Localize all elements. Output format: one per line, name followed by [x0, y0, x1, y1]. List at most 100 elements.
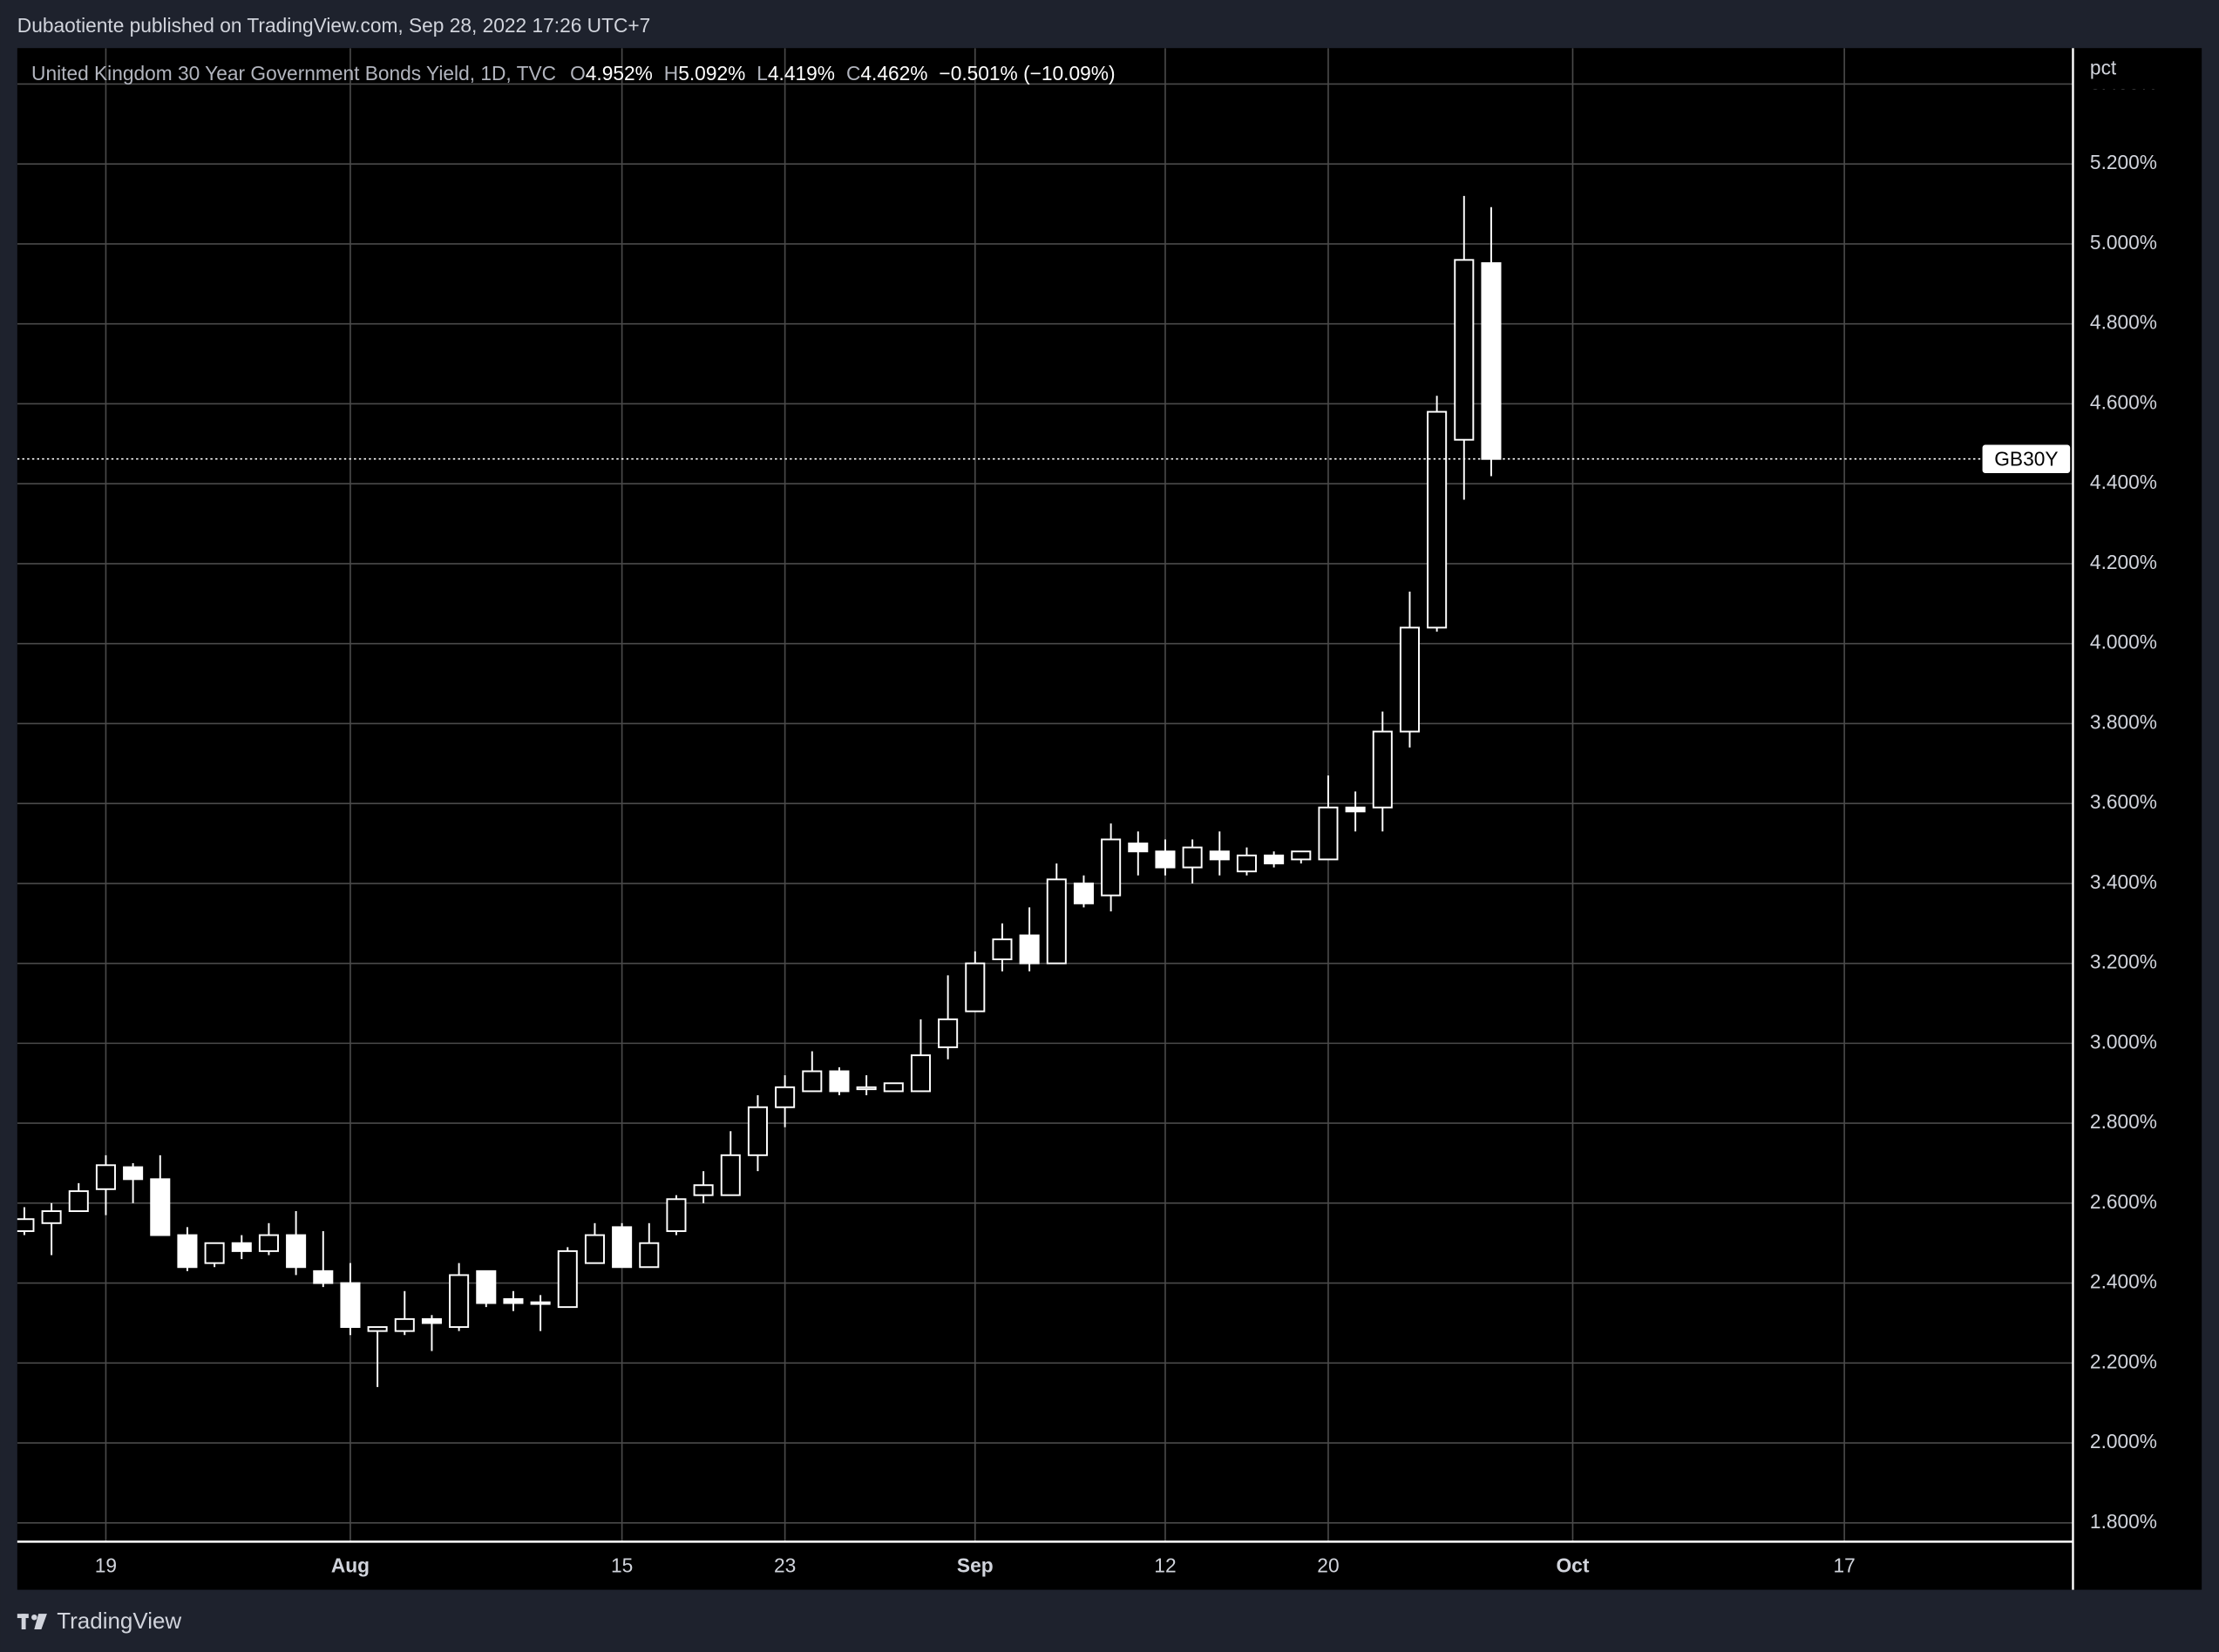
- legend-key: C: [846, 62, 860, 85]
- candle-body: [1073, 882, 1094, 904]
- candle-body: [1182, 846, 1203, 869]
- legend-value: 4.462%: [860, 62, 927, 85]
- legend-title: United Kingdom 30 Year Government Bonds …: [31, 62, 556, 85]
- legend-value: 4.952%: [586, 62, 653, 85]
- candle-body: [1345, 806, 1366, 813]
- y-tick-label: 2.600%: [2090, 1190, 2157, 1213]
- candle-body: [1155, 850, 1176, 869]
- candle-body: [204, 1242, 225, 1264]
- x-tick-label: Sep: [957, 1554, 994, 1577]
- candle-body: [231, 1242, 252, 1252]
- y-tick-label: 3.400%: [2090, 870, 2157, 893]
- candle-body: [1454, 259, 1475, 441]
- candle-body: [95, 1164, 116, 1190]
- candle-body: [286, 1234, 307, 1269]
- candle-body: [1372, 730, 1393, 809]
- candle-body: [992, 938, 1013, 961]
- candle-body: [1264, 854, 1285, 864]
- legend-value: 4.419%: [768, 62, 835, 85]
- y-tick-label: 4.000%: [2090, 631, 2157, 653]
- candle-body: [313, 1269, 334, 1284]
- y-tick-label: 2.000%: [2090, 1430, 2157, 1452]
- legend-key: L: [757, 62, 768, 85]
- candle-body: [17, 1218, 35, 1232]
- y-tick-label: 5.400%: [2090, 71, 2157, 93]
- candle-body: [693, 1184, 714, 1196]
- y-tick-label: 4.600%: [2090, 390, 2157, 413]
- candle-body: [367, 1326, 388, 1332]
- x-tick-label: 12: [1154, 1554, 1176, 1577]
- legend-key: O: [570, 62, 586, 85]
- candle-body: [41, 1210, 62, 1224]
- candle-body: [1318, 806, 1339, 861]
- candle-body: [1427, 410, 1448, 629]
- y-tick-label: 4.200%: [2090, 551, 2157, 573]
- y-tick-label: 3.200%: [2090, 951, 2157, 973]
- candle-body: [68, 1190, 89, 1213]
- candle-body: [639, 1242, 660, 1269]
- candle-body: [1236, 854, 1257, 873]
- candle-body: [1209, 850, 1230, 861]
- x-tick-label: 20: [1317, 1554, 1339, 1577]
- x-tick-label: 19: [95, 1554, 117, 1577]
- candle-body: [503, 1297, 524, 1304]
- candle-body: [720, 1154, 741, 1196]
- candle-body: [530, 1301, 551, 1305]
- candle-body: [856, 1086, 877, 1091]
- candle-body: [965, 962, 986, 1012]
- candle-body: [1291, 850, 1312, 861]
- publish-header: Dubaotiente published on TradingView.com…: [17, 14, 650, 37]
- legend-key: H: [664, 62, 678, 85]
- y-tick-label: 5.200%: [2090, 151, 2157, 173]
- candle-body: [612, 1226, 633, 1269]
- y-tick-label: 2.800%: [2090, 1110, 2157, 1133]
- y-tick-label: 2.200%: [2090, 1350, 2157, 1372]
- x-tick-label: Aug: [331, 1554, 370, 1577]
- x-tick-label: Oct: [1557, 1554, 1590, 1577]
- y-axis: 1.800% 2.000% 2.200% 2.400% 2.600% 2.800% 3.00…: [2090, 71, 2157, 1533]
- candle-body: [1128, 843, 1149, 853]
- candle-body: [883, 1082, 904, 1093]
- y-axis-label: pct: [2090, 57, 2117, 79]
- candle-body: [177, 1234, 198, 1269]
- chart-panel: [17, 48, 2202, 1590]
- candle-body: [938, 1018, 959, 1048]
- footer-brand: TradingView: [57, 1608, 181, 1634]
- x-tick-label: 17: [1833, 1554, 1855, 1577]
- candle-body: [775, 1086, 796, 1108]
- candle-body: [258, 1234, 279, 1252]
- logo-slash: [34, 1614, 47, 1630]
- candle-body: [802, 1070, 823, 1093]
- candle-body: [829, 1070, 850, 1093]
- x-axis: 19 Aug 15 23 Sep 12 20 Oct 17: [95, 1554, 1856, 1577]
- candles: [17, 195, 2073, 1387]
- candle-body: [747, 1106, 768, 1156]
- candle-body: [1101, 838, 1122, 897]
- x-tick-label: 15: [611, 1554, 633, 1577]
- candle-body: [394, 1317, 415, 1332]
- candle-body: [421, 1317, 442, 1324]
- logo-dot: [31, 1614, 37, 1621]
- candle-body: [476, 1269, 497, 1304]
- candle-body: [910, 1054, 931, 1093]
- candle-body: [1046, 878, 1067, 965]
- y-tick-label: 5.000%: [2090, 231, 2157, 254]
- candle-body: [584, 1234, 605, 1264]
- legend-change: −0.501% (−10.09%): [939, 62, 1115, 85]
- candle-body: [557, 1249, 578, 1309]
- candle-body: [1481, 262, 1502, 460]
- candle-body: [150, 1178, 171, 1236]
- legend-value: 5.092%: [678, 62, 745, 85]
- grid: [17, 48, 2073, 1542]
- footer-logo: [17, 1614, 47, 1630]
- last-price-label: GB30Y: [1994, 447, 2058, 470]
- candle-body: [340, 1282, 361, 1329]
- legend: United Kingdom 30 Year Government Bonds …: [31, 62, 1115, 85]
- y-tick-label: 3.600%: [2090, 790, 2157, 813]
- x-tick-label: 23: [774, 1554, 796, 1577]
- candle-body: [1399, 626, 1420, 733]
- logo-stem: [21, 1614, 26, 1630]
- last-price-tag: [1982, 444, 2071, 473]
